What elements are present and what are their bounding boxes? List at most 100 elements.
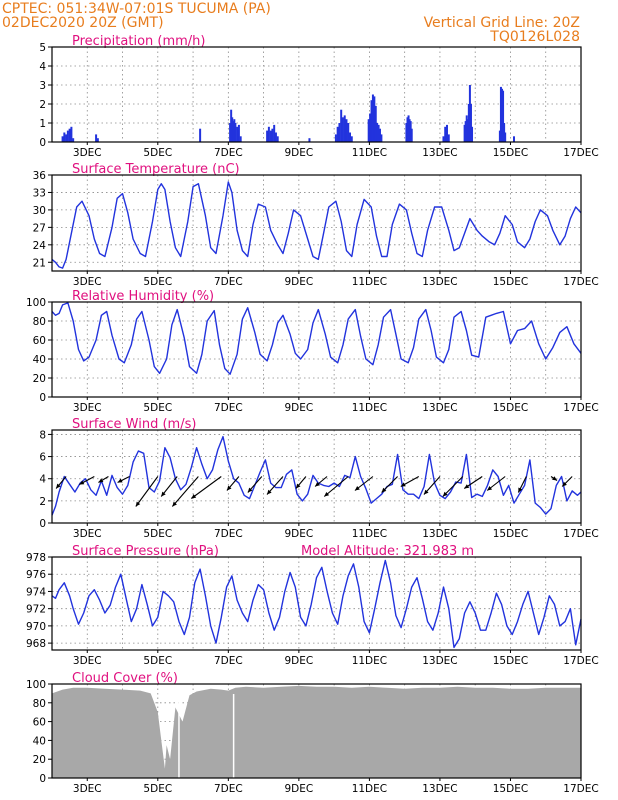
wind-vector	[561, 476, 573, 487]
series-line-wind	[51, 435, 582, 516]
y-tick-label: 972	[26, 604, 46, 616]
y-tick-label: 80	[33, 316, 46, 328]
precip-bar	[340, 109, 343, 142]
x-tick-label: 3DEC	[73, 655, 102, 667]
wind-vector-head	[381, 487, 387, 493]
x-tick-label: 17DEC	[563, 402, 598, 414]
x-tick-label: 13DEC	[422, 783, 457, 795]
x-tick-label: 7DEC	[214, 402, 243, 414]
wind-vector	[171, 476, 199, 507]
x-tick-label: 9DEC	[284, 276, 313, 288]
y-tick-label: 3	[39, 80, 46, 92]
x-tick-label: 3DEC	[73, 528, 102, 540]
precip-bar	[406, 117, 409, 142]
wind-vector	[442, 476, 464, 497]
wind-vector-shaft	[171, 476, 199, 507]
wind-vector-head	[79, 480, 85, 485]
x-tick-label: 15DEC	[493, 402, 528, 414]
precip-bar	[465, 115, 468, 142]
wind-vector	[400, 476, 420, 487]
y-tick-label: 20	[33, 373, 46, 385]
x-tick-label: 15DEC	[493, 655, 528, 667]
panel-frame	[51, 429, 582, 524]
precip-bar	[61, 136, 64, 142]
wind-vector-shaft	[442, 476, 464, 497]
cloud-area	[52, 685, 581, 778]
x-tick-label: 3DEC	[73, 402, 102, 414]
precip-bar	[274, 132, 277, 142]
precip-bar	[95, 134, 98, 142]
y-tick-label: 40	[33, 735, 46, 747]
panel-title-pres: Surface Pressure (hPa)	[72, 544, 219, 559]
wind-vector-head	[161, 491, 166, 497]
wind-vector-head	[354, 486, 360, 491]
wind-vector	[117, 476, 130, 483]
precip-bar	[410, 128, 413, 142]
y-tick-label: 80	[33, 698, 46, 710]
panel-frame	[51, 174, 582, 272]
wind-vector-head	[324, 491, 330, 497]
x-tick-label: 5DEC	[143, 402, 172, 414]
panel-frame	[51, 683, 582, 779]
panels: Precipitation (mm/h) 0 1 2 3 4 5 3DEC 5DEC 7DEC 9D…	[26, 34, 599, 795]
x-tick-label: 7DEC	[214, 528, 243, 540]
wind-vector	[55, 476, 67, 489]
y-tick-label: 36	[33, 170, 47, 182]
wind-vector	[381, 476, 399, 493]
precip-bar	[408, 119, 411, 142]
x-tick-label: 11DEC	[352, 655, 387, 667]
precip-bar	[239, 136, 242, 142]
precip-bar	[463, 124, 466, 142]
precip-bar	[236, 126, 239, 142]
x-tick-label: 13DEC	[422, 528, 457, 540]
header-run-time: 02DEC2020 20Z (GMT)	[2, 15, 164, 31]
wind-vector	[247, 476, 263, 493]
wind-vector	[314, 476, 328, 487]
wind-vector-shaft	[135, 476, 159, 507]
precip-bar	[376, 123, 379, 142]
precip-bar	[234, 123, 237, 142]
y-tick-label: 978	[26, 552, 46, 564]
wind-vector	[190, 476, 222, 499]
x-tick-label: 17DEC	[563, 276, 598, 288]
wind-vector	[486, 476, 506, 491]
precip-bar	[276, 136, 279, 142]
panel-temp: Surface Temperature (nC) 21 24 27 30 33 36 3DEC…	[33, 162, 599, 288]
wind-vector-head	[400, 482, 406, 487]
y-tick-label: 976	[26, 569, 46, 581]
precip-bar	[464, 121, 467, 142]
precip-bar	[498, 130, 501, 142]
wind-vector	[550, 476, 558, 481]
precip-bar	[343, 115, 346, 142]
precip-bar	[347, 123, 350, 142]
panel-title-wind: Surface Wind (m/s)	[72, 417, 196, 432]
y-tick-label: 974	[26, 586, 46, 598]
precip-bar	[266, 130, 269, 142]
precip-bar	[442, 136, 445, 142]
x-tick-label: 5DEC	[143, 783, 172, 795]
header-grid-line: Vertical Grid Line: 20Z	[424, 15, 580, 31]
wind-vector-head	[172, 501, 177, 507]
x-tick-label: 13DEC	[422, 147, 457, 159]
x-tick-label: 15DEC	[493, 528, 528, 540]
wind-vector-head	[56, 483, 61, 489]
wind-vector	[79, 476, 95, 485]
panel-title-rh: Relative Humidity (%)	[72, 289, 214, 304]
x-tick-label: 7DEC	[214, 783, 243, 795]
wind-vector	[517, 476, 527, 493]
wind-vector	[266, 476, 284, 495]
wind-vector-head	[562, 481, 567, 487]
wind-vector-head	[518, 487, 523, 493]
y-tick-label: 968	[26, 638, 46, 650]
precip-bar	[338, 123, 341, 142]
wind-vector-head	[191, 494, 197, 499]
precip-bar	[405, 123, 408, 142]
y-tick-label: 1	[39, 118, 46, 130]
x-tick-label: 5DEC	[143, 528, 172, 540]
x-tick-label: 11DEC	[352, 276, 387, 288]
precip-bar	[63, 132, 66, 142]
precip-bar	[199, 128, 202, 142]
wind-vector-head	[295, 483, 301, 489]
precip-bar	[374, 105, 377, 142]
